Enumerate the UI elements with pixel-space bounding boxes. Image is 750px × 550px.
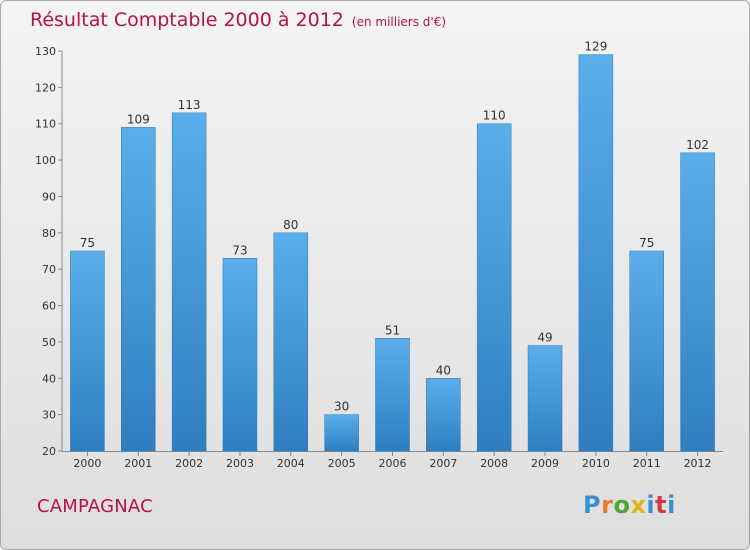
bar-value-label: 75 [639,236,654,250]
bar [121,127,156,452]
logo-letter: t [655,491,668,519]
bar [527,345,563,452]
chart-title-text: Résultat Comptable 2000 à 2012 [30,9,344,31]
x-tick-label: 2004 [277,457,305,470]
bar-value-label: 40 [436,363,451,377]
y-tick-label: 110 [35,118,56,131]
bar [629,250,664,452]
y-tick-label: 50 [42,336,56,349]
bar [426,378,461,452]
bar-value-label: 129 [584,40,607,54]
y-tick-label: 130 [35,45,56,58]
bar [171,112,207,452]
bar-value-label: 51 [385,323,400,337]
y-tick-label: 120 [35,81,56,94]
x-tick-label: 2006 [379,457,407,470]
x-tick-label: 2007 [429,457,457,470]
x-tick-label: 2001 [124,457,152,470]
x-tick-label: 2012 [684,457,712,470]
x-tick-label: 2010 [582,457,610,470]
bar [222,258,258,452]
bar-value-label: 49 [537,331,552,345]
x-tick-label: 2005 [328,457,356,470]
logo-letter: o [613,491,631,519]
bar-value-label: 73 [232,243,247,257]
bar [476,123,512,452]
y-tick-label: 30 [42,409,56,422]
bar [324,414,359,452]
y-tick-label: 90 [42,190,56,203]
bar [273,232,309,452]
y-tick-label: 20 [42,445,56,458]
bar-value-label: 110 [483,109,506,123]
x-tick-label: 2002 [175,457,203,470]
proxiti-logo: Proxiti [583,491,676,519]
chart-title: Résultat Comptable 2000 à 2012 (en millie… [30,9,446,31]
x-tick-label: 2003 [226,457,254,470]
x-tick-label: 2009 [531,457,559,470]
bar-value-label: 30 [334,400,349,414]
y-tick-label: 60 [42,300,56,313]
bar-value-label: 113 [178,98,201,112]
chart-unit: (en milliers d'€) [351,15,447,29]
place-name: CAMPAGNAC [37,496,153,517]
x-tick-label: 2011 [633,457,661,470]
y-tick-label: 100 [35,154,56,167]
logo-letter: r [601,491,614,519]
bar [680,152,715,452]
logo-letter: x [630,491,647,519]
x-tick-label: 2000 [73,457,101,470]
bar-value-label: 80 [283,218,298,232]
logo-letter: i [646,491,656,519]
x-tick-label: 2008 [480,457,508,470]
y-tick-label: 70 [42,263,56,276]
y-tick-label: 80 [42,227,56,240]
logo-letter: i [667,491,676,519]
y-tick-label: 40 [42,372,56,385]
bar-value-label: 75 [80,236,95,250]
bar [578,54,614,452]
bar [70,250,105,452]
bar [375,338,410,452]
bar-value-label: 102 [686,138,709,152]
logo-letter: P [583,491,602,519]
bar-value-label: 109 [127,112,150,126]
